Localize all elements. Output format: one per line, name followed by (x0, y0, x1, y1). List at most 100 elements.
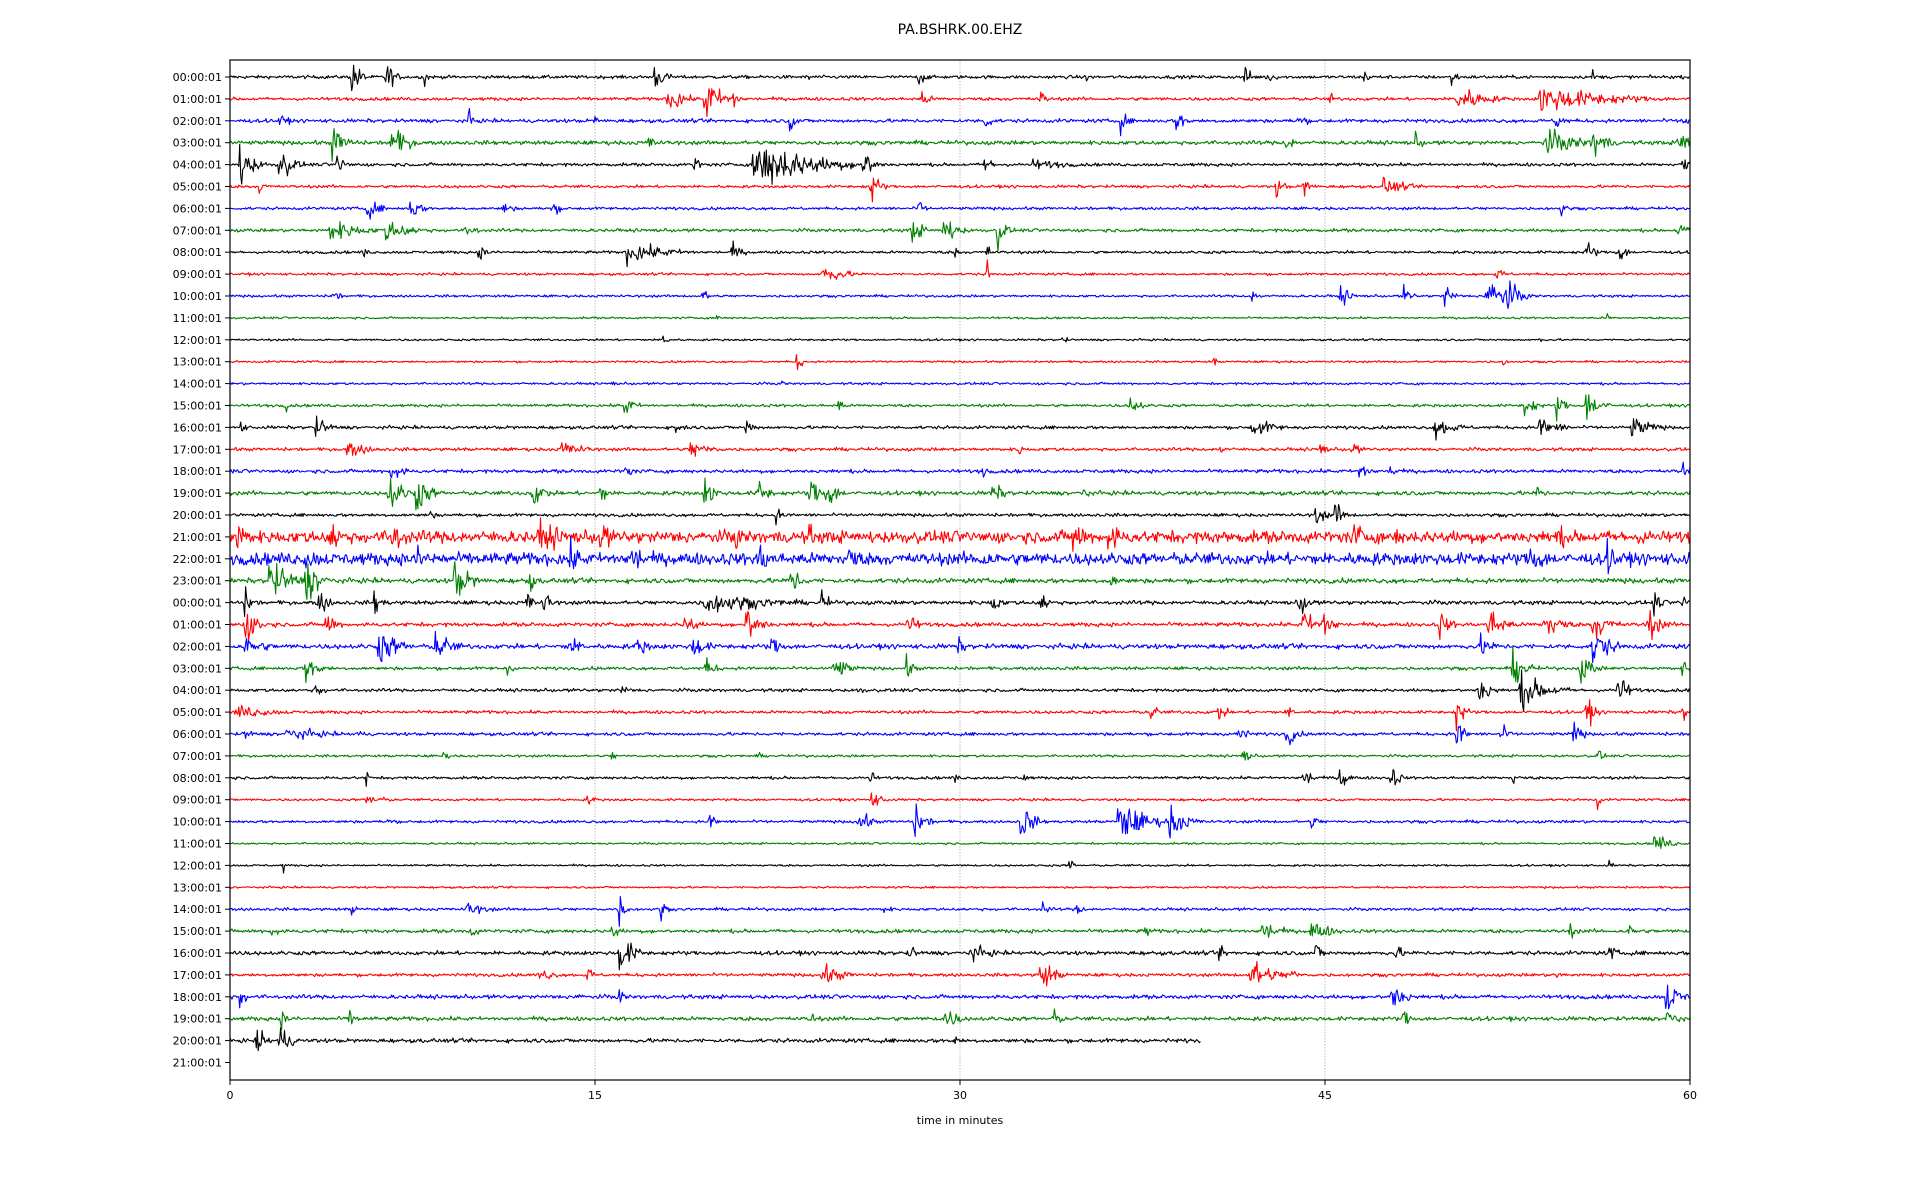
trace-row-37 (230, 885, 1690, 890)
trace-row-5 (230, 176, 1690, 203)
x-tick-label: 30 (953, 1089, 967, 1102)
y-tick-label: 04:00:01 (173, 159, 222, 172)
trace-row-32 (230, 768, 1690, 787)
traces (230, 64, 1690, 1052)
trace-row-31 (230, 750, 1690, 761)
x-axis: 0 15 30 45 60 (227, 1080, 1697, 1102)
trace-row-29 (230, 699, 1690, 732)
trace-row-0 (230, 64, 1690, 92)
y-tick-label: 11:00:01 (173, 312, 222, 325)
y-tick-label: 05:00:01 (173, 181, 222, 194)
trace-row-9 (230, 259, 1690, 280)
y-tick-label: 16:00:01 (173, 947, 222, 960)
trace-row-38 (230, 896, 1690, 927)
y-tick-label: 09:00:01 (173, 794, 222, 807)
y-tick-label: 01:00:01 (173, 619, 222, 632)
chart-title: PA.BSHRK.00.EHZ (897, 22, 1023, 38)
y-tick-label: 20:00:01 (173, 1035, 222, 1048)
trace-row-43 (230, 1008, 1690, 1031)
y-tick-label: 08:00:01 (173, 772, 222, 785)
trace-row-6 (230, 201, 1690, 220)
y-tick-label: 13:00:01 (173, 881, 222, 894)
x-tick-label: 45 (1318, 1089, 1332, 1102)
trace-row-28 (230, 669, 1690, 712)
trace-row-18 (230, 461, 1690, 479)
trace-row-24 (230, 586, 1690, 617)
trace-row-2 (230, 108, 1690, 137)
y-tick-label: 03:00:01 (173, 137, 222, 150)
trace-row-16 (230, 415, 1690, 441)
trace-row-41 (230, 960, 1690, 987)
y-tick-label: 05:00:01 (173, 706, 222, 719)
trace-row-15 (230, 394, 1690, 422)
trace-row-42 (230, 984, 1690, 1010)
y-tick-label: 00:00:01 (173, 597, 222, 610)
trace-row-12 (230, 335, 1690, 343)
y-tick-label: 22:00:01 (173, 553, 222, 566)
trace-row-36 (230, 859, 1690, 874)
trace-row-27 (230, 645, 1690, 684)
trace-row-21 (230, 517, 1690, 552)
trace-row-40 (230, 942, 1690, 971)
y-tick-label: 13:00:01 (173, 356, 222, 369)
y-tick-label: 21:00:01 (173, 1057, 222, 1070)
y-tick-label: 23:00:01 (173, 575, 222, 588)
y-tick-label: 21:00:01 (173, 531, 222, 544)
y-tick-label: 10:00:01 (173, 290, 222, 303)
trace-row-34 (230, 803, 1690, 839)
trace-row-7 (230, 221, 1690, 252)
trace-row-25 (230, 609, 1690, 642)
trace-row-17 (230, 442, 1690, 457)
x-tick-label: 0 (227, 1089, 234, 1102)
y-tick-label: 12:00:01 (173, 334, 222, 347)
trace-row-14 (230, 380, 1690, 386)
trace-row-4 (230, 143, 1690, 185)
y-tick-label: 02:00:01 (173, 115, 222, 128)
trace-row-10 (230, 280, 1690, 310)
y-tick-label: 12:00:01 (173, 859, 222, 872)
trace-row-26 (230, 630, 1690, 664)
y-tick-label: 07:00:01 (173, 750, 222, 763)
y-tick-label: 14:00:01 (173, 378, 222, 391)
trace-row-22 (230, 535, 1690, 575)
y-tick-label: 01:00:01 (173, 93, 222, 106)
y-tick-label: 08:00:01 (173, 246, 222, 259)
trace-row-3 (230, 128, 1690, 162)
trace-row-39 (230, 923, 1690, 939)
trace-row-30 (230, 721, 1690, 746)
y-tick-label: 15:00:01 (173, 400, 222, 413)
trace-row-20 (230, 503, 1690, 526)
trace-row-44 (230, 1027, 1201, 1052)
y-tick-label: 00:00:01 (173, 71, 222, 84)
trace-row-19 (230, 477, 1690, 511)
y-tick-label: 18:00:01 (173, 991, 222, 1004)
y-axis: 00:00:01 01:00:01 02:00:01 03:00:01 04:00:01… (173, 71, 230, 1070)
y-tick-label: 18:00:01 (173, 465, 222, 478)
y-tick-label: 11:00:01 (173, 838, 222, 851)
y-tick-label: 20:00:01 (173, 509, 222, 522)
trace-row-11 (230, 312, 1690, 320)
y-tick-label: 10:00:01 (173, 816, 222, 829)
trace-row-33 (230, 792, 1690, 811)
y-tick-label: 02:00:01 (173, 640, 222, 653)
trace-row-1 (230, 88, 1690, 118)
y-tick-label: 15:00:01 (173, 925, 222, 938)
y-tick-label: 14:00:01 (173, 903, 222, 916)
y-tick-label: 07:00:01 (173, 224, 222, 237)
x-axis-label: time in minutes (916, 1114, 1004, 1127)
y-tick-label: 19:00:01 (173, 487, 222, 500)
y-tick-label: 16:00:01 (173, 421, 222, 434)
y-tick-label: 19:00:01 (173, 1013, 222, 1026)
y-tick-label: 06:00:01 (173, 728, 222, 741)
trace-row-8 (230, 240, 1690, 268)
y-tick-label: 03:00:01 (173, 662, 222, 675)
y-tick-label: 17:00:01 (173, 969, 222, 982)
trace-row-13 (230, 354, 1690, 371)
y-tick-label: 17:00:01 (173, 443, 222, 456)
x-tick-label: 15 (588, 1089, 602, 1102)
y-tick-label: 04:00:01 (173, 684, 222, 697)
gridlines (594, 60, 1326, 1080)
trace-row-35 (230, 836, 1690, 849)
y-tick-label: 09:00:01 (173, 268, 222, 281)
